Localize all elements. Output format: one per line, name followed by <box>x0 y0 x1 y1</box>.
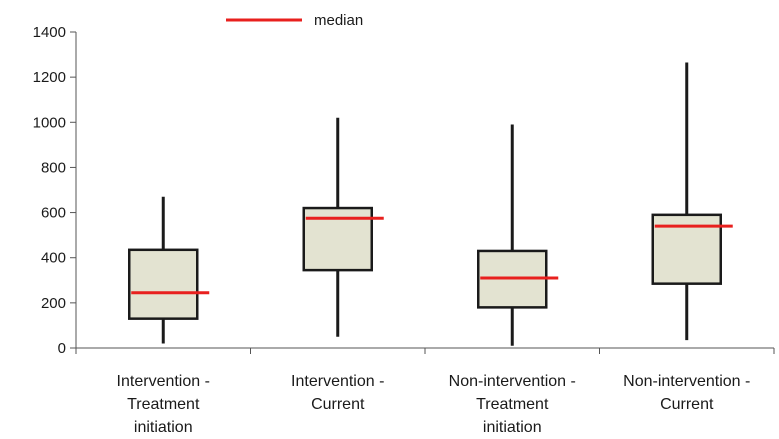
box-2 <box>302 117 384 337</box>
y-tick-label: 600 <box>41 205 66 222</box>
category-label-3: Non-intervention - Treatment initiation <box>449 373 576 436</box>
category-label-line: Current <box>311 396 365 413</box>
legend-median-label: median <box>314 12 363 29</box>
category-label-2: Intervention - Current <box>291 373 384 413</box>
y-tick-label: 400 <box>41 250 66 267</box>
category-label-line: Non-intervention - <box>623 373 750 390</box>
y-tick-label: 1200 <box>33 69 66 86</box>
y-tick-label: 0 <box>58 340 66 357</box>
y-tick-label: 1000 <box>33 114 66 131</box>
box-4 <box>651 62 733 341</box>
box-iqr <box>128 248 199 320</box>
category-label-line: initiation <box>134 419 193 436</box>
legend: median <box>226 12 363 29</box>
y-tick-label: 800 <box>41 159 66 176</box>
category-label-4: Non-intervention - Current <box>623 373 750 413</box>
y-tick-label: 200 <box>41 295 66 312</box>
category-label-line: initiation <box>483 419 542 436</box>
category-labels: Intervention -Treatment initiationInterve… <box>117 373 751 436</box>
category-label-line: Treatment <box>476 396 549 413</box>
box-3 <box>477 124 559 346</box>
category-label-1: Intervention - Treatment initiation <box>117 373 210 436</box>
category-label-line: Current <box>660 396 714 413</box>
category-label-line: Non-intervention - <box>449 373 576 390</box>
box-series <box>128 62 733 346</box>
box-1 <box>128 196 210 344</box>
category-label-line: Intervention - <box>117 373 210 390</box>
category-label-line: Treatment <box>127 396 200 413</box>
x-axis <box>75 347 775 354</box>
y-axis: 0 200 400 600 800 1000 1200 1400 <box>33 24 77 357</box>
category-label-line: Intervention - <box>291 373 384 390</box>
y-tick-label: 1400 <box>33 24 66 41</box>
